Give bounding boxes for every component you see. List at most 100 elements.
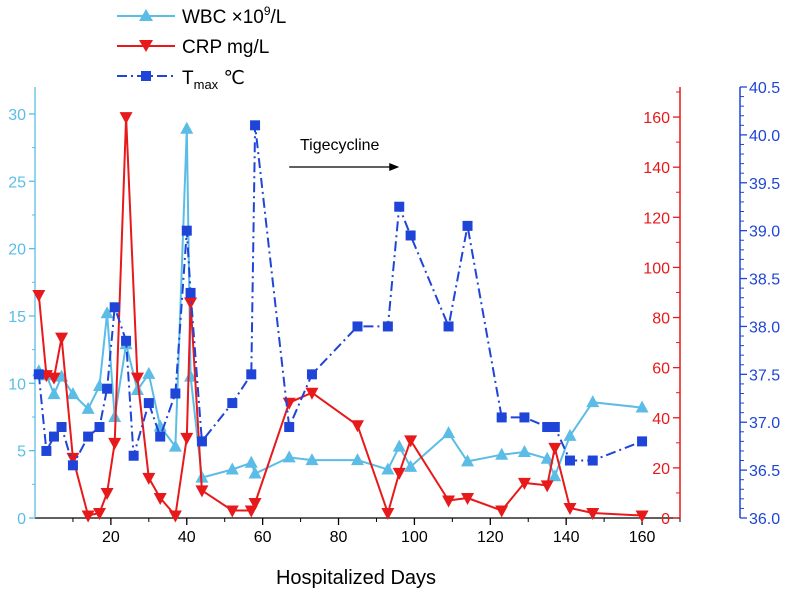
legend-wbc-sup: 9 — [264, 4, 271, 18]
point-tmax — [83, 431, 94, 442]
axis-right-tmax: 36.0 36.5 37.0 37.5 38.0 38.5 39.0 39.5 40.0 40.5 — [739, 80, 780, 528]
point-crp — [32, 289, 46, 302]
series-wbc — [32, 121, 649, 483]
point-crp — [168, 510, 182, 523]
point-crp — [55, 332, 69, 345]
point-crp — [392, 467, 406, 480]
point-wbc — [142, 366, 156, 379]
annotation-arrowhead — [389, 163, 400, 171]
point-wbc — [248, 466, 262, 479]
legend-marker-wbc — [139, 9, 153, 21]
point-crp — [47, 372, 61, 385]
point-tmax — [587, 455, 598, 466]
point-wbc — [586, 395, 600, 408]
legend-tmax-sub: max — [194, 77, 219, 92]
x-tick-label: 80 — [330, 529, 348, 546]
crp-tick-label: 100 — [643, 260, 670, 277]
x-axis-title: Hospitalized Days — [276, 567, 436, 589]
point-tmax — [155, 431, 166, 442]
point-tmax — [94, 422, 105, 433]
point-tmax — [352, 321, 363, 332]
crp-tick-label: 60 — [652, 361, 670, 378]
point-tmax — [48, 431, 59, 442]
annotation: Tigecycline — [289, 137, 400, 171]
point-tmax — [382, 321, 393, 332]
wbc-tick-label: 5 — [17, 444, 26, 461]
annotation-text: Tigecycline — [300, 137, 380, 154]
tmax-tick-label: 38.5 — [749, 272, 780, 289]
wbc-tick-label: 0 — [17, 511, 26, 528]
point-wbc — [305, 453, 319, 466]
legend-marker-tmax — [141, 71, 151, 81]
point-wbc — [392, 439, 406, 452]
point-crp — [517, 477, 531, 490]
point-tmax — [496, 412, 507, 423]
legend-wbc-unit: /L — [271, 7, 287, 28]
point-crp — [381, 507, 395, 520]
axis-left: 0 5 10 15 20 25 30 — [8, 87, 36, 528]
point-wbc — [130, 383, 144, 396]
point-tmax — [109, 302, 120, 313]
x-tick-label: 120 — [477, 529, 504, 546]
x-tick-label: 20 — [102, 529, 120, 546]
point-tmax — [306, 369, 317, 380]
point-tmax — [284, 422, 295, 433]
point-wbc — [381, 462, 395, 475]
point-crp — [461, 492, 475, 505]
point-crp — [563, 502, 577, 515]
point-crp — [351, 420, 364, 433]
point-wbc — [47, 387, 61, 400]
point-wbc — [404, 459, 418, 472]
point-wbc — [66, 387, 80, 400]
point-crp — [100, 487, 114, 500]
point-tmax — [250, 120, 261, 131]
point-tmax — [185, 287, 196, 298]
legend-item-wbc: WBC ×109/L — [117, 4, 286, 28]
legend-marker-crp — [139, 40, 153, 52]
point-wbc — [461, 454, 475, 467]
point-tmax — [170, 388, 181, 399]
point-tmax — [33, 369, 44, 380]
tmax-tick-label: 39.5 — [749, 176, 780, 193]
legend-tmax-text: T — [182, 68, 194, 89]
point-tmax — [67, 460, 78, 471]
x-tick-label: 160 — [629, 529, 656, 546]
tmax-tick-label: 36.5 — [749, 463, 780, 480]
point-tmax — [443, 321, 454, 332]
point-wbc — [282, 450, 296, 463]
point-tmax — [564, 455, 575, 466]
point-crp — [81, 510, 95, 523]
point-tmax — [128, 450, 139, 461]
legend-wbc-text: WBC ×10 — [182, 7, 264, 28]
series-layer — [32, 112, 649, 523]
legend-item-tmax: Tmax ℃ — [117, 68, 245, 92]
legend-item-crp: CRP mg/L — [117, 37, 269, 58]
point-tmax — [394, 201, 405, 212]
point-crp — [119, 112, 133, 125]
tmax-tick-label: 37.5 — [749, 367, 780, 384]
wbc-tick-label: 10 — [8, 376, 26, 393]
point-tmax — [121, 335, 132, 346]
point-crp — [635, 510, 649, 523]
point-wbc — [244, 455, 258, 468]
point-crp — [495, 505, 509, 518]
point-wbc — [81, 401, 95, 414]
point-crp — [184, 297, 198, 310]
point-tmax — [196, 436, 207, 447]
point-tmax — [542, 422, 553, 433]
point-wbc — [225, 462, 239, 475]
point-crp — [548, 442, 562, 455]
point-crp — [540, 480, 554, 493]
wbc-tick-label: 20 — [8, 242, 26, 259]
point-wbc — [180, 121, 194, 134]
point-wbc — [100, 306, 114, 319]
tmax-tick-label: 37.0 — [749, 415, 780, 432]
point-tmax — [246, 369, 257, 380]
tmax-tick-label: 40.5 — [749, 80, 780, 97]
series-crp — [32, 112, 649, 523]
x-tick-label: 140 — [553, 529, 580, 546]
point-crp — [108, 437, 122, 450]
x-tick-label: 60 — [254, 529, 272, 546]
point-wbc — [540, 451, 554, 464]
